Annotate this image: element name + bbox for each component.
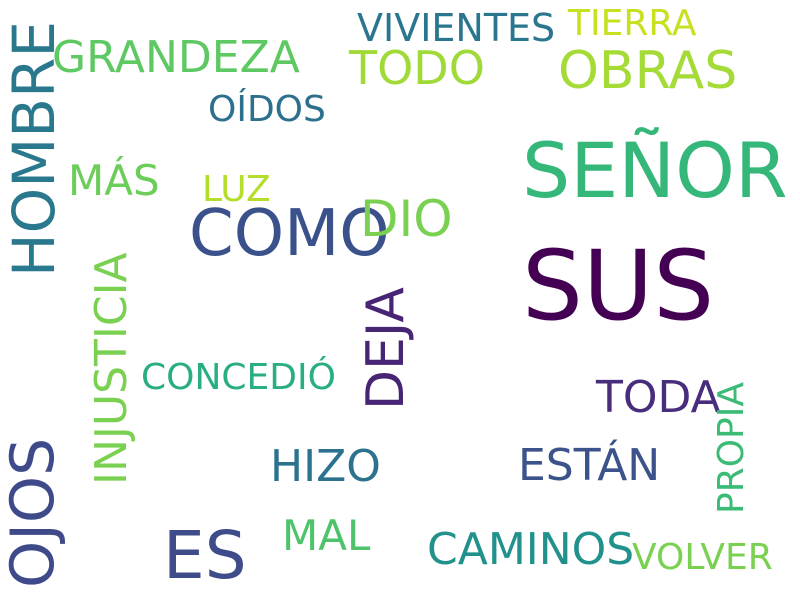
- word-vivientes: VIVIENTES: [357, 6, 556, 50]
- word-estan: ESTÁN: [518, 440, 661, 491]
- word-mas: MÁS: [68, 156, 160, 205]
- word-injusticia: INJUSTICIA: [86, 252, 137, 485]
- word-deja: DEJA: [356, 287, 416, 410]
- word-ojos: OJOS: [0, 437, 68, 588]
- word-todo: TODO: [349, 41, 485, 95]
- word-dio: DIO: [360, 190, 453, 248]
- word-concedio: CONCEDIÓ: [141, 357, 336, 398]
- word-caminos: CAMINOS: [427, 524, 635, 575]
- word-toda: TODA: [596, 372, 721, 423]
- word-luz: LUZ: [202, 169, 271, 210]
- word-sus: SUS: [522, 230, 715, 342]
- word-es: ES: [163, 517, 247, 594]
- word-senor: SEÑOR: [522, 126, 788, 215]
- word-propia: PROPIA: [711, 381, 752, 514]
- word-obras: OBRAS: [558, 41, 738, 101]
- word-mal: MAL: [282, 511, 371, 560]
- word-hizo: HIZO: [270, 441, 381, 492]
- word-como: COMO: [189, 197, 390, 271]
- word-grandeza: GRANDEZA: [52, 32, 300, 83]
- word-volver: VOLVER: [632, 537, 773, 578]
- word-oidos: OÍDOS: [208, 89, 326, 130]
- word-tierra: TIERRA: [568, 3, 697, 44]
